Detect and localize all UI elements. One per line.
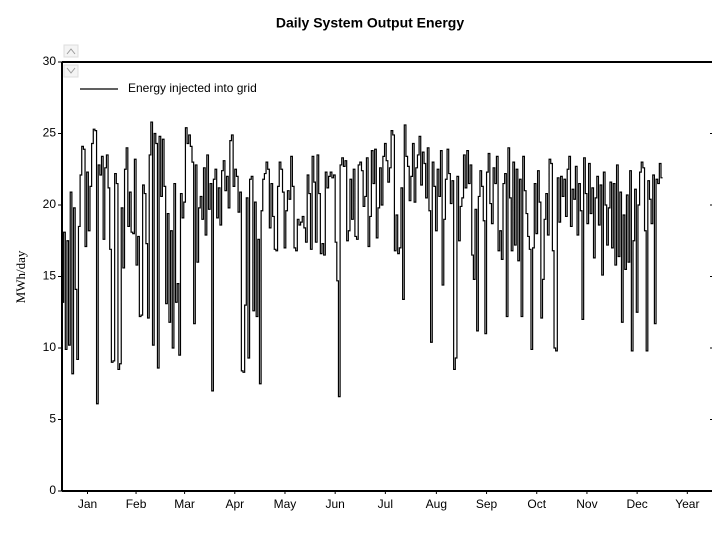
x-tick-label: Feb [126,497,147,511]
y-tick-label: 30 [43,54,57,68]
y-tick-label: 5 [49,412,56,426]
energy-line [62,121,663,405]
x-tick-label: Dec [626,497,647,511]
x-tick-label: Sep [476,497,498,511]
x-tick-label: Oct [527,497,546,511]
scroll-up[interactable] [63,44,79,58]
x-tick-label: Year [675,497,699,511]
x-tick-label: May [274,497,297,511]
y-tick-label: 20 [43,197,57,211]
x-tick-label: Jun [325,497,344,511]
arrow-up [66,48,76,55]
y-tick-label: 25 [43,126,57,140]
x-tick-label: Nov [576,497,597,511]
y-tick-label: 10 [43,340,57,354]
x-tick-label: Mar [174,497,195,511]
x-tick-label: Aug [426,497,447,511]
chart-title: Daily System Output Energy [276,15,464,31]
legend-label: Energy injected into grid [128,81,257,95]
scroll-arrows[interactable] [63,44,79,78]
y-tick-label: 15 [43,269,57,283]
y-tick-label: 0 [49,483,56,497]
x-tick-label: Jan [78,497,97,511]
x-tick-label: Jul [378,497,393,511]
y-axis-label: MWh/day [13,250,28,303]
x-tick-label: Apr [225,497,244,511]
arrow-down [66,67,76,74]
scroll-down[interactable] [63,64,79,78]
